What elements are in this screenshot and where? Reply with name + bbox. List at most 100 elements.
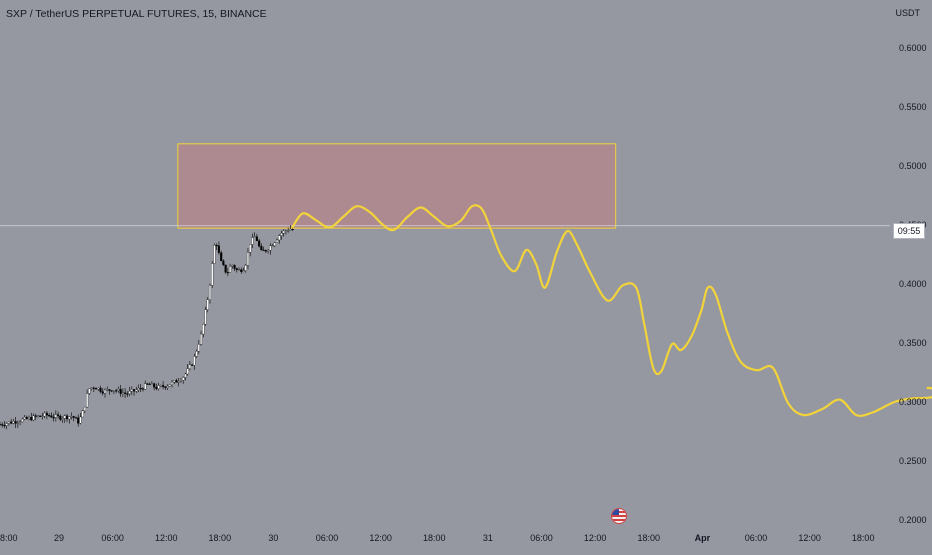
candle-body (79, 416, 82, 424)
candle-body (115, 390, 118, 392)
candle-body (14, 421, 17, 424)
candle-body (83, 406, 86, 411)
candle-body (135, 389, 138, 392)
candle-body (126, 393, 129, 395)
time-tick-label: 31 (482, 533, 493, 543)
candle-body (177, 381, 180, 383)
candle-body (258, 240, 261, 247)
candle-body (101, 391, 104, 394)
candle-body (97, 387, 100, 390)
symbol-title: SXP / TetherUS PERPETUAL FUTURES, 15, BI… (6, 8, 267, 20)
candle-body (269, 245, 272, 251)
candle-body (280, 232, 283, 236)
candle-body (141, 388, 145, 390)
candle-body (202, 324, 205, 335)
candle-body (86, 393, 89, 408)
candle-body (74, 417, 78, 419)
candle-body (144, 383, 147, 390)
candle-body (121, 392, 124, 394)
price-tick-label: 0.6000 (899, 43, 927, 54)
candle-body (173, 380, 176, 383)
candle-body (267, 250, 270, 252)
currency-unit: USDT (895, 8, 921, 18)
candle-body (132, 389, 136, 392)
time-tick-label: 8:00 (0, 533, 18, 543)
time-tick-label: 06:00 (315, 533, 339, 543)
candle-body (146, 383, 149, 385)
projection-path (291, 204, 932, 417)
candle-body (153, 383, 156, 388)
candle-body (43, 412, 46, 417)
candle-body (164, 386, 167, 388)
candle-body (7, 421, 10, 424)
candle-body (41, 415, 44, 418)
candle-body (208, 285, 212, 300)
candle-body (77, 417, 80, 424)
candle-body (246, 252, 250, 266)
us-flag-event-icon[interactable] (611, 508, 627, 524)
candle-body (262, 249, 265, 251)
candle-body (197, 344, 200, 352)
candle-body (150, 383, 153, 385)
time-tick-label: 18:00 (208, 533, 232, 543)
time-tick-label: 12:00 (583, 533, 607, 543)
candle-body (65, 415, 69, 420)
time-tick-label: 18:00 (637, 533, 660, 543)
candle-body (72, 416, 75, 418)
candle-body (222, 260, 225, 266)
candle-body (81, 410, 84, 418)
candle-body (175, 380, 178, 383)
candle-body (162, 385, 165, 387)
candle-body (139, 388, 142, 390)
candle-body (148, 383, 151, 385)
candle-body (226, 272, 229, 274)
candle-body (124, 392, 127, 394)
candle-body (88, 388, 91, 394)
candle-body (34, 415, 37, 417)
candle-body (1, 424, 4, 426)
candle-body (95, 388, 98, 390)
time-tick-label: 12:00 (369, 533, 392, 543)
candle-body (92, 387, 95, 389)
time-tick-label: Apr (694, 533, 711, 543)
price-tick-label: 0.2000 (899, 515, 927, 526)
candle-body (204, 309, 207, 325)
time-tick-label: 06:00 (530, 533, 553, 543)
candle-body (200, 333, 203, 345)
candle-body (59, 415, 62, 420)
candle-body (21, 418, 24, 422)
candle-body (99, 387, 102, 392)
candle-body (168, 384, 171, 387)
candle-body (63, 415, 66, 419)
price-tick-label: 0.5500 (899, 102, 927, 113)
candle-body (264, 250, 267, 252)
time-tick-label: 18:00 (851, 533, 875, 543)
candle-body (253, 236, 256, 238)
candle-body (287, 230, 290, 232)
price-tick-label: 0.3500 (899, 338, 927, 349)
candle-body (39, 415, 42, 417)
candle-body (220, 252, 223, 261)
candle-body (166, 386, 169, 388)
candle-body (229, 266, 232, 273)
candle-body (45, 412, 48, 416)
time-tick-label: 29 (53, 533, 64, 543)
candle-body (0, 424, 2, 426)
candle-body (191, 364, 194, 366)
time-tick-label: 12:00 (154, 533, 178, 543)
candle-body (54, 414, 57, 418)
candle-body (61, 418, 64, 420)
candle-body (10, 421, 13, 424)
candle-body (70, 416, 73, 418)
candle-body (240, 269, 243, 272)
candle-body (282, 230, 285, 234)
candle-body (231, 265, 234, 267)
time-tick-label: 18:00 (423, 533, 446, 543)
candle-body (291, 229, 294, 231)
candle-body (3, 425, 6, 427)
candle-body (19, 421, 22, 423)
candle-body (233, 265, 236, 269)
candle-body (106, 389, 109, 391)
